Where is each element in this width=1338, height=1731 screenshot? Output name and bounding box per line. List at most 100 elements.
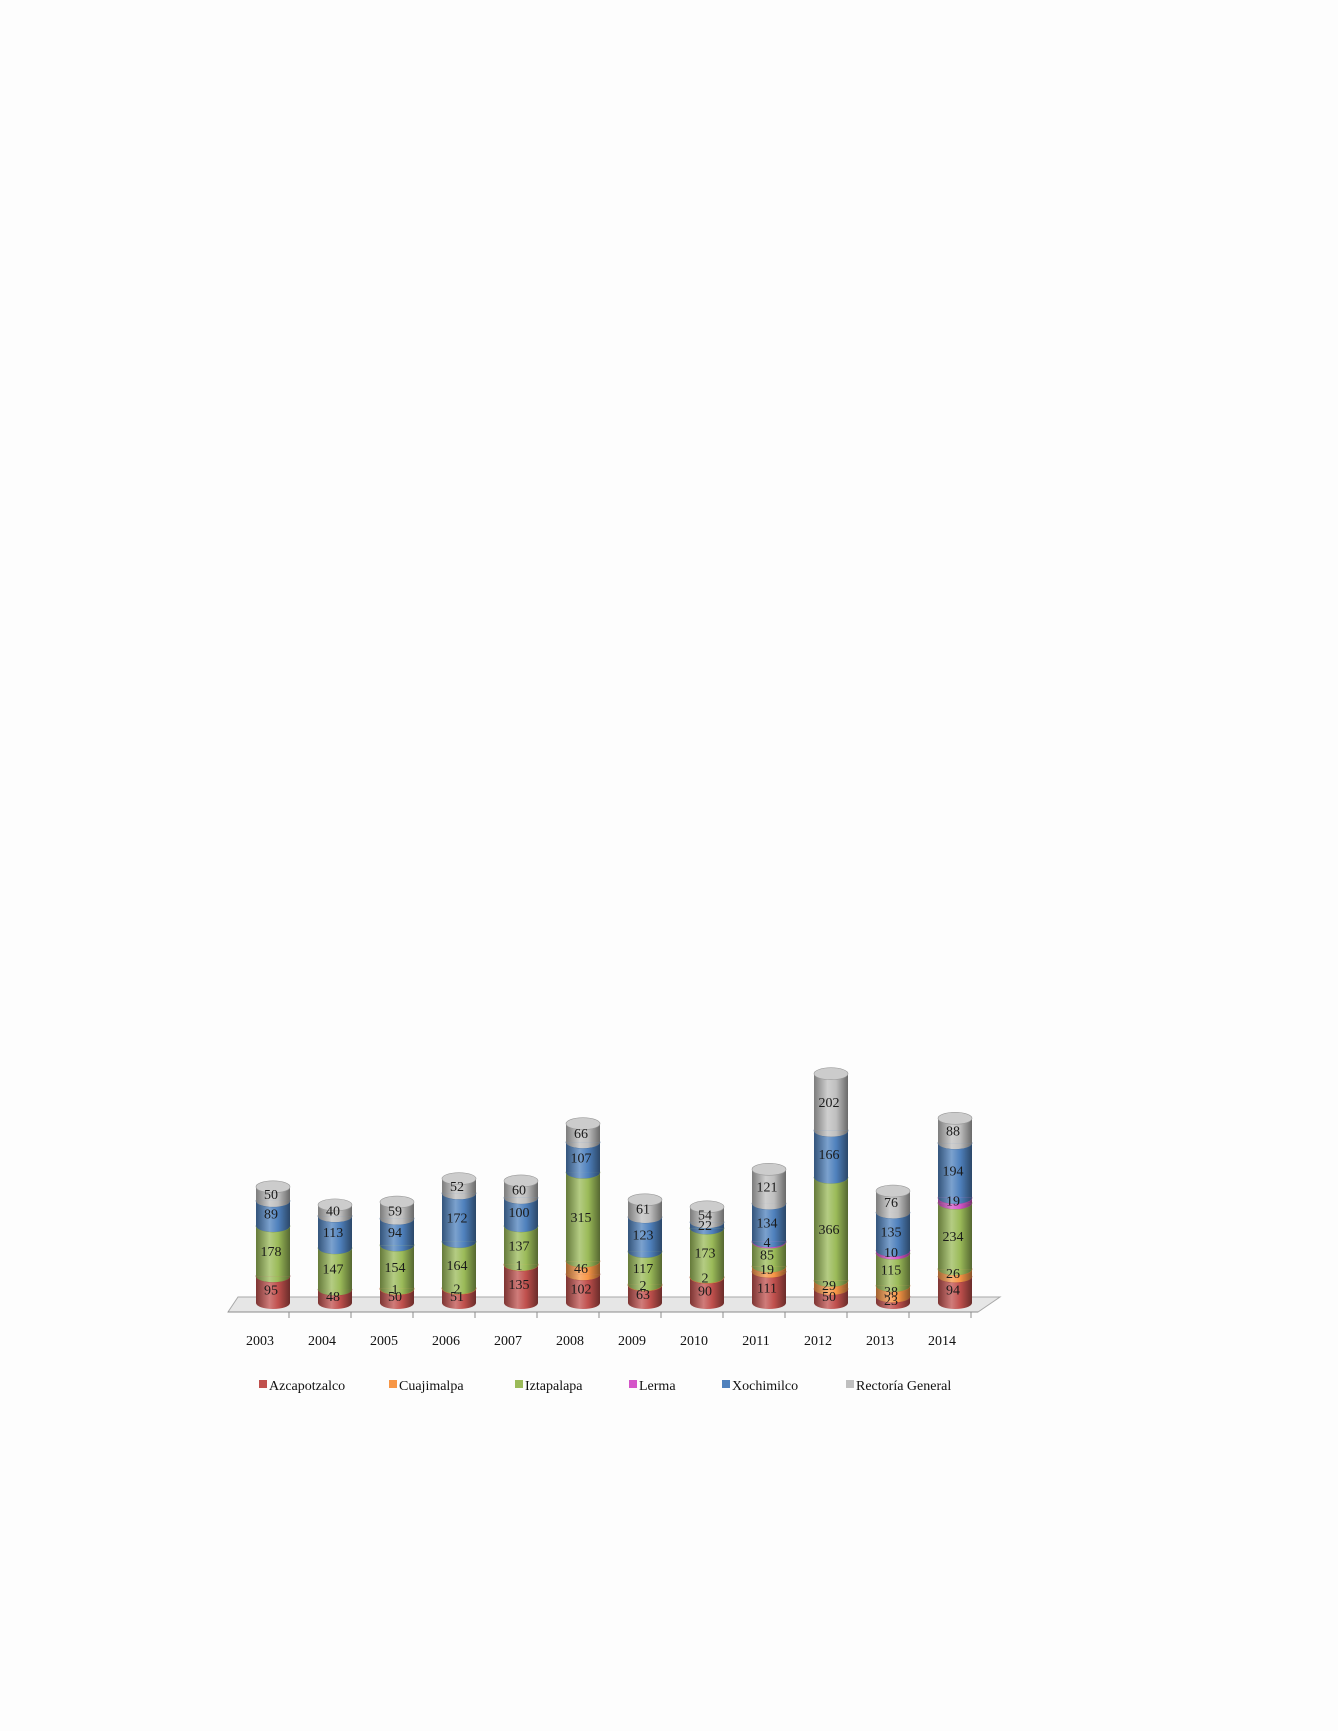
x-tick-labels: 2003 2004 2005 2006 2007 2008 2009 2010 2011 2012…	[246, 1312, 972, 1349]
data-label-rectoria-general-2009: 61	[636, 1202, 650, 1217]
x-tick-2013: 2013	[866, 1334, 894, 1349]
bar-cuajimalpa-2011-bottom	[752, 1271, 786, 1278]
bar-rectoria-general-2004-bottom	[318, 1216, 352, 1223]
bar-rectoria-general-2007-bottom	[504, 1197, 538, 1204]
bar-stack-2003: 95 178 89 50	[255, 1180, 291, 1309]
bar-iztapalapa-2011-bottom	[752, 1266, 786, 1273]
bar-iztapalapa-2014-body	[938, 1203, 972, 1270]
bar-azcapotzalco-2013-bottom	[876, 1303, 910, 1309]
data-label-azcapotzalco-2011: 111	[757, 1281, 777, 1296]
bar-rectoria-general-2009	[627, 1193, 663, 1223]
bar-iztapalapa-2010-body	[690, 1228, 724, 1278]
data-label-iztapalapa-2014: 234	[943, 1230, 964, 1245]
bar-rectoria-general-2013-cap	[875, 1184, 911, 1198]
data-label-rectoria-general-2005: 59	[388, 1204, 402, 1219]
bar-azcapotzalco-2007-body	[504, 1264, 538, 1303]
bar-rectoria-general-2006-bottom	[442, 1193, 476, 1200]
data-label-cuajimalpa-2005: 1	[392, 1283, 399, 1298]
bar-rectoria-general-2012-bottom	[814, 1130, 848, 1137]
bar-azcapotzalco-2009-bottom	[628, 1303, 662, 1309]
bars-layer: 9517889504814711340501154945951216417252…	[255, 1067, 973, 1309]
bar-xochimilco-2004-bottom	[318, 1248, 352, 1255]
data-label-xochimilco-2014: 194	[943, 1164, 964, 1179]
bar-cuajimalpa-2012-bottom	[814, 1288, 848, 1295]
bar-rectoria-general-2012-body	[814, 1073, 848, 1131]
data-label-iztapalapa-2004: 147	[323, 1263, 344, 1278]
bar-iztapalapa-2012-body	[814, 1177, 848, 1281]
bar-lerma-2014-bottom	[938, 1203, 972, 1210]
data-label-cuajimalpa-2009: 2	[640, 1279, 647, 1294]
data-label-iztapalapa-2007: 137	[509, 1239, 530, 1254]
bar-rectoria-general-2008	[565, 1117, 601, 1149]
bar-xochimilco-2006-body	[442, 1193, 476, 1242]
data-label-azcapotzalco-2007: 135	[509, 1278, 530, 1293]
bar-azcapotzalco-2008-bottom	[566, 1303, 600, 1309]
chart-floor	[227, 1296, 1002, 1313]
legend-swatch	[846, 1380, 854, 1388]
bar-rectoria-general-2014-cap	[937, 1111, 973, 1125]
bar-iztapalapa-2007-body	[504, 1226, 538, 1265]
bar-rectoria-general-2004	[317, 1198, 353, 1223]
data-label-rectoria-general-2007: 60	[512, 1183, 526, 1198]
bar-stack-2008: 102 46 315 107 66	[565, 1117, 601, 1309]
bar-rectoria-general-2006	[441, 1172, 477, 1200]
bar-xochimilco-2012-body	[814, 1130, 848, 1178]
bar-rectoria-general-2003-bottom	[256, 1200, 290, 1207]
bar-rectoria-general-2005-cap	[379, 1195, 415, 1209]
bar-xochimilco-2007-bottom	[504, 1226, 538, 1233]
bar-rectoria-general-2011	[751, 1163, 787, 1210]
x-tick-2014: 2014	[928, 1334, 956, 1349]
bar-xochimilco-2013-body	[876, 1212, 910, 1251]
bar-rectoria-general-2004-cap	[317, 1198, 353, 1212]
data-label-xochimilco-2012: 166	[819, 1148, 840, 1163]
bar-iztapalapa-2013-bottom	[876, 1285, 910, 1292]
legend-swatch	[515, 1380, 523, 1388]
bar-rectoria-general-2011-bottom	[752, 1203, 786, 1210]
legend-item-lerma: Lerma	[629, 1379, 676, 1394]
data-label-iztapalapa-2006: 164	[447, 1259, 468, 1274]
data-label-xochimilco-2004: 113	[323, 1226, 343, 1241]
x-tick-2005: 2005	[370, 1334, 398, 1349]
legend-swatch	[389, 1380, 397, 1388]
legend-swatch	[259, 1380, 267, 1388]
data-label-rectoria-general-2012: 202	[819, 1096, 840, 1111]
bar-rectoria-general-2003	[255, 1180, 291, 1207]
data-label-azcapotzalco-2014: 94	[946, 1284, 960, 1299]
data-label-cuajimalpa-2008: 46	[574, 1262, 588, 1277]
bar-iztapalapa-2014-bottom	[938, 1269, 972, 1276]
x-tick-2012: 2012	[804, 1334, 832, 1349]
bar-stack-2014: 94 26 234 19 194 88	[937, 1111, 973, 1309]
bar-rectoria-general-2014	[937, 1111, 973, 1150]
bar-iztapalapa-2007-bottom	[504, 1264, 538, 1271]
bar-stack-2009: 632 117 123 61	[627, 1193, 663, 1309]
bar-rectoria-general-2008-cap	[565, 1117, 601, 1130]
data-label-iztapalapa-2009: 117	[633, 1262, 653, 1277]
legend-item-xochimilco: Xochimilco	[722, 1379, 798, 1394]
bar-stack-2005: 501 154 94 59	[379, 1195, 415, 1309]
legend-swatch	[722, 1380, 730, 1388]
bar-xochimilco-2005-bottom	[380, 1245, 414, 1252]
bar-rectoria-general-2011-cap	[751, 1163, 787, 1176]
bar-iztapalapa-2005-bottom	[380, 1288, 414, 1295]
data-label-azcapotzalco-2009: 63	[636, 1288, 650, 1303]
bar-xochimilco-2011-bottom	[752, 1241, 786, 1248]
data-label-xochimilco-2008: 107	[571, 1151, 592, 1166]
data-label-iztapalapa-2010: 173	[695, 1247, 716, 1262]
data-label-xochimilco-2003: 89	[264, 1207, 278, 1222]
bar-iztapalapa-2006-body	[442, 1241, 476, 1289]
data-label-azcapotzalco-2006: 51	[450, 1290, 464, 1305]
bar-stack-2004: 48 147 113 40	[317, 1198, 353, 1309]
bar-iztapalapa-2004-body	[318, 1248, 352, 1290]
bar-rectoria-general-2013	[875, 1184, 911, 1219]
data-label-xochimilco-2010: 22	[698, 1219, 712, 1234]
bar-rectoria-general-2012-cap	[813, 1067, 849, 1081]
data-label-azcapotzalco-2012: 50	[822, 1290, 836, 1305]
bar-rectoria-general-2007	[503, 1174, 539, 1204]
legend-label: Rectoría General	[856, 1379, 951, 1394]
bar-cuajimalpa-2008-bottom	[566, 1274, 600, 1281]
data-label-cuajimalpa-2007: 1	[516, 1259, 523, 1274]
data-label-iztapalapa-2008: 315	[571, 1211, 592, 1226]
bar-xochimilco-2012-bottom	[814, 1177, 848, 1184]
bar-rectoria-general-2010-cap	[689, 1200, 725, 1214]
bar-xochimilco-2009-bottom	[628, 1251, 662, 1258]
